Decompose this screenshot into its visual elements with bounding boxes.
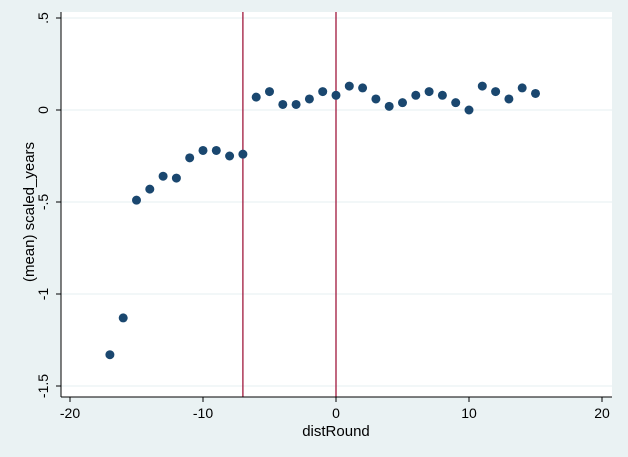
reference-lines [242,12,337,397]
x-tick-label: 20 [594,405,610,421]
data-point [105,350,115,360]
data-point [278,99,288,109]
data-point [118,313,128,323]
data-point [145,184,155,194]
data-point [331,90,341,100]
data-point [384,101,394,111]
data-point [398,98,407,108]
data-point [491,87,501,97]
y-tick-label: .5 [35,12,51,24]
y-tick-label: -1.5 [35,374,51,398]
x-tick-label: 10 [461,405,477,421]
y-axis-title: (mean) scaled_years [21,142,38,282]
data-point [291,99,301,109]
x-axis-title: distRound [302,423,370,440]
data-point [358,83,368,93]
data-point [304,94,314,104]
x-tick-label: -20 [60,405,80,421]
data-point [265,87,274,97]
data-point [464,105,474,115]
data-point [371,94,381,104]
data-point [451,98,461,108]
axes: -20 -10 0 10 20 .5 0 -.5 -1 -1.5 [35,12,612,421]
data-point [185,153,195,163]
data-point [411,90,421,100]
x-tick-label: 0 [332,405,340,421]
data-point [225,151,235,161]
data-point [132,195,141,205]
data-point [424,87,434,97]
data-point [211,145,221,155]
data-point [531,88,540,98]
data-point [198,145,208,155]
data-point [318,87,328,97]
y-tick-label: 0 [35,106,51,114]
data-point [477,81,487,91]
data-point [504,94,514,104]
data-point [251,92,261,102]
data-point [437,90,447,100]
data-point [517,83,527,93]
data-points [105,81,540,360]
data-point [238,149,248,159]
data-point [158,171,168,181]
y-tick-label: -.5 [35,194,51,211]
y-tick-label: -1 [35,288,51,301]
data-point [171,173,181,183]
data-point [344,81,354,91]
x-tick-label: -10 [193,405,213,421]
